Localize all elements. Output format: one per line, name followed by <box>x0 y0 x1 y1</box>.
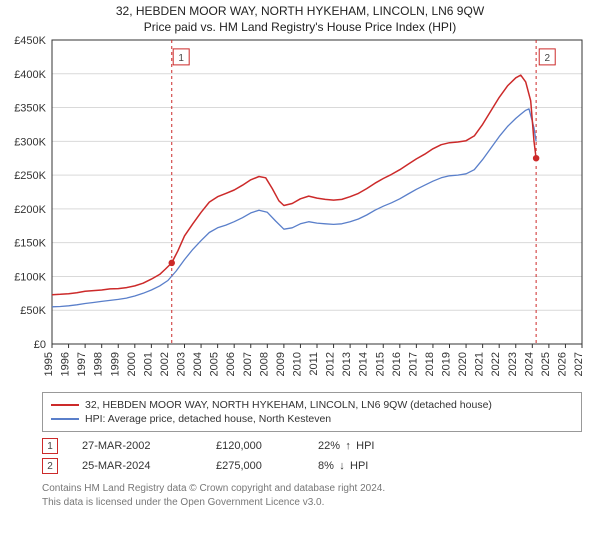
svg-text:1998: 1998 <box>93 352 105 376</box>
event-badge-number: 1 <box>47 441 53 452</box>
legend-swatch <box>51 404 79 406</box>
svg-text:2006: 2006 <box>225 352 237 376</box>
price-chart: £0 £50K £100K £150K £200K £250K £300K £350K £400… <box>0 34 600 386</box>
footer-line1: Contains HM Land Registry data © Crown c… <box>42 482 582 496</box>
event-delta: 22% ↑ HPI <box>318 440 375 452</box>
svg-text:1997: 1997 <box>76 352 88 376</box>
svg-text:2000: 2000 <box>126 352 138 376</box>
svg-text:2002: 2002 <box>159 352 171 376</box>
svg-text:£200K: £200K <box>14 204 46 216</box>
title-line2: Price paid vs. HM Land Registry's House … <box>0 20 600 34</box>
svg-text:2016: 2016 <box>391 352 403 376</box>
svg-text:2003: 2003 <box>176 352 188 376</box>
svg-text:2004: 2004 <box>192 352 204 376</box>
events-table: 1 27-MAR-2002 £120,000 22% ↑ HPI 2 25-MAR-202… <box>42 438 582 474</box>
svg-text:2025: 2025 <box>540 352 552 376</box>
title-line1: 32, HEBDEN MOOR WAY, NORTH HYKEHAM, LINC… <box>0 4 600 18</box>
legend-label: 32, HEBDEN MOOR WAY, NORTH HYKEHAM, LINC… <box>85 399 492 411</box>
svg-text:£50K: £50K <box>20 305 46 317</box>
event-delta-suffix: HPI <box>347 460 368 472</box>
svg-text:£250K: £250K <box>14 170 46 182</box>
event-delta: 8% ↓ HPI <box>318 460 368 472</box>
footer-attribution: Contains HM Land Registry data © Crown c… <box>42 482 582 509</box>
event-date: 25-MAR-2024 <box>82 460 192 472</box>
legend-row: HPI: Average price, detached house, Nort… <box>51 413 573 425</box>
svg-text:£450K: £450K <box>14 35 46 47</box>
legend-swatch <box>51 418 79 420</box>
event-price: £120,000 <box>216 440 294 452</box>
svg-text:£350K: £350K <box>14 103 46 115</box>
svg-text:2023: 2023 <box>507 352 519 376</box>
event-delta-pct: 22% <box>318 440 340 452</box>
event-price: £275,000 <box>216 460 294 472</box>
event-badge: 2 <box>42 458 58 474</box>
svg-text:2027: 2027 <box>573 352 585 376</box>
chart-svg: £0 £50K £100K £150K £200K £250K £300K £350K £400… <box>0 34 600 386</box>
legend-label: HPI: Average price, detached house, Nort… <box>85 413 331 425</box>
footer-line2: This data is licensed under the Open Gov… <box>42 496 582 510</box>
svg-text:1999: 1999 <box>109 352 121 376</box>
svg-text:2026: 2026 <box>556 352 568 376</box>
svg-text:1996: 1996 <box>60 352 72 376</box>
svg-text:1995: 1995 <box>43 352 55 376</box>
svg-text:2019: 2019 <box>441 352 453 376</box>
svg-text:2013: 2013 <box>341 352 353 376</box>
arrow-down-icon: ↓ <box>337 460 347 472</box>
svg-text:2007: 2007 <box>242 352 254 376</box>
event-row: 2 25-MAR-2024 £275,000 8% ↓ HPI <box>42 458 582 474</box>
svg-text:£300K: £300K <box>14 136 46 148</box>
arrow-up-icon: ↑ <box>343 440 353 452</box>
svg-text:2008: 2008 <box>258 352 270 376</box>
svg-text:2015: 2015 <box>374 352 386 376</box>
svg-text:1: 1 <box>178 53 184 64</box>
svg-text:2: 2 <box>544 53 550 64</box>
svg-text:2001: 2001 <box>142 352 154 376</box>
event-badge: 1 <box>42 438 58 454</box>
svg-text:2005: 2005 <box>209 352 221 376</box>
event-delta-suffix: HPI <box>353 440 374 452</box>
svg-text:£100K: £100K <box>14 271 46 283</box>
svg-text:2020: 2020 <box>457 352 469 376</box>
legend-row: 32, HEBDEN MOOR WAY, NORTH HYKEHAM, LINC… <box>51 399 573 411</box>
legend: 32, HEBDEN MOOR WAY, NORTH HYKEHAM, LINC… <box>42 392 582 432</box>
svg-text:2024: 2024 <box>523 352 535 376</box>
svg-text:2009: 2009 <box>275 352 287 376</box>
svg-text:£400K: £400K <box>14 69 46 81</box>
svg-text:2022: 2022 <box>490 352 502 376</box>
svg-text:2018: 2018 <box>424 352 436 376</box>
svg-text:£0: £0 <box>34 339 46 351</box>
event-row: 1 27-MAR-2002 £120,000 22% ↑ HPI <box>42 438 582 454</box>
event-date: 27-MAR-2002 <box>82 440 192 452</box>
svg-text:2014: 2014 <box>358 352 370 376</box>
svg-text:£150K: £150K <box>14 238 46 250</box>
event-delta-pct: 8% <box>318 460 334 472</box>
svg-text:2011: 2011 <box>308 352 320 376</box>
svg-text:2017: 2017 <box>407 352 419 376</box>
chart-titles: 32, HEBDEN MOOR WAY, NORTH HYKEHAM, LINC… <box>0 0 600 34</box>
svg-text:2021: 2021 <box>474 352 486 376</box>
event-badge-number: 2 <box>47 461 53 472</box>
svg-text:2010: 2010 <box>291 352 303 376</box>
svg-text:2012: 2012 <box>325 352 337 376</box>
